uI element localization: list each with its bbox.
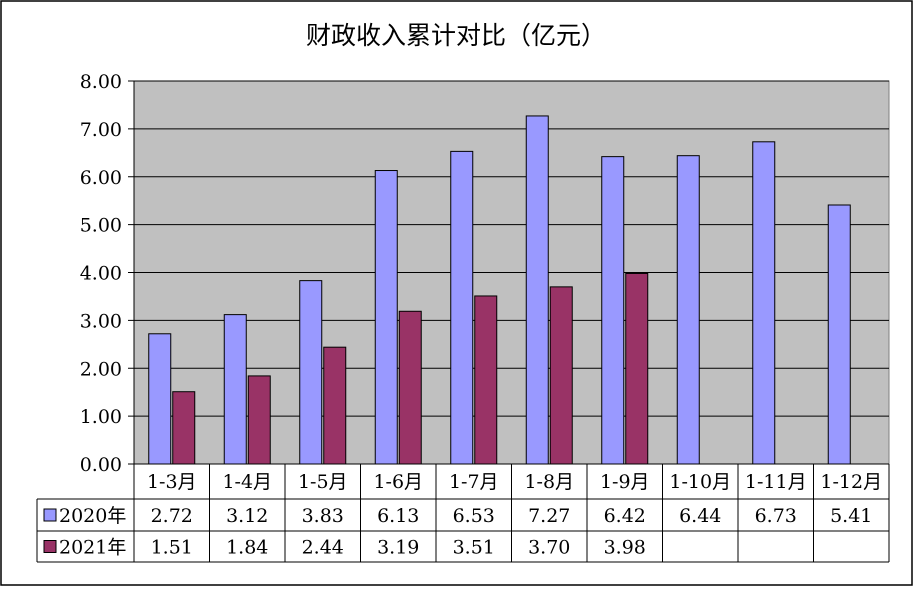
table-value: 6.73 xyxy=(755,505,797,527)
table-value: 2.72 xyxy=(151,505,193,527)
y-tick-label: 2.00 xyxy=(80,358,122,380)
legend-label: 2020年 xyxy=(59,505,126,527)
table-value: 6.42 xyxy=(604,505,646,527)
bar-2020年-1-9月 xyxy=(601,156,625,465)
bar-2021年-1-4月 xyxy=(247,375,271,465)
y-tick-label: 1.00 xyxy=(80,406,122,428)
bar-2020年-1-5月 xyxy=(299,280,323,465)
bar-2020年-1-10月 xyxy=(676,155,700,465)
category-label: 1-6月 xyxy=(373,471,423,493)
category-label: 1-8月 xyxy=(524,471,574,493)
bar-2020年-1-3月 xyxy=(148,333,172,465)
legend-swatch-2021年 xyxy=(43,540,57,553)
table-value: 3.83 xyxy=(302,505,344,527)
table-value: 3.70 xyxy=(528,537,570,559)
bar-2021年-1-9月 xyxy=(625,272,649,465)
bar-2020年-1-7月 xyxy=(450,150,474,465)
table-value: 3.51 xyxy=(453,537,495,559)
table-value: 6.13 xyxy=(377,505,419,527)
y-tick-label: 7.00 xyxy=(80,119,122,141)
category-label: 1-9月 xyxy=(600,471,650,493)
category-label: 1-7月 xyxy=(449,471,499,493)
bar-2021年-1-6月 xyxy=(398,310,422,465)
y-tick-label: 8.00 xyxy=(80,71,122,93)
bar-2021年-1-5月 xyxy=(323,346,347,465)
category-label: 1-4月 xyxy=(222,471,272,493)
y-tick-label: 0.00 xyxy=(80,454,122,476)
chart-title: 财政收入累计对比（亿元） xyxy=(306,21,606,50)
table-value: 3.19 xyxy=(377,537,419,559)
bar-2020年-1-6月 xyxy=(374,170,398,465)
y-tick-label: 4.00 xyxy=(80,263,122,285)
table-value: 6.53 xyxy=(453,505,495,527)
table-value: 3.98 xyxy=(604,537,646,559)
table-value: 7.27 xyxy=(528,505,570,527)
table-value: 1.51 xyxy=(151,537,193,559)
legend-label: 2021年 xyxy=(59,537,126,559)
table-value: 3.12 xyxy=(226,505,268,527)
bar-2020年-1-12月 xyxy=(827,204,851,465)
bar-2021年-1-7月 xyxy=(474,295,498,465)
table-value: 6.44 xyxy=(679,505,721,527)
y-tick-label: 6.00 xyxy=(80,167,122,189)
bar-2020年-1-8月 xyxy=(525,115,549,465)
bar-2021年-1-8月 xyxy=(549,286,573,465)
category-label: 1-12月 xyxy=(820,471,882,493)
bar-2021年-1-3月 xyxy=(172,391,196,465)
table-value: 1.84 xyxy=(226,537,268,559)
legend-swatch-2020年 xyxy=(43,508,57,522)
category-label: 1-10月 xyxy=(669,471,731,493)
table-value: 5.41 xyxy=(830,505,872,527)
bar-2020年-1-11月 xyxy=(752,141,776,465)
category-label: 1-5月 xyxy=(298,471,348,493)
category-label: 1-11月 xyxy=(745,471,807,493)
table-value: 2.44 xyxy=(302,537,344,559)
category-label: 1-3月 xyxy=(147,471,197,493)
bar-2020年-1-4月 xyxy=(223,314,247,465)
y-tick-label: 5.00 xyxy=(80,215,122,237)
y-tick-label: 3.00 xyxy=(80,310,122,332)
